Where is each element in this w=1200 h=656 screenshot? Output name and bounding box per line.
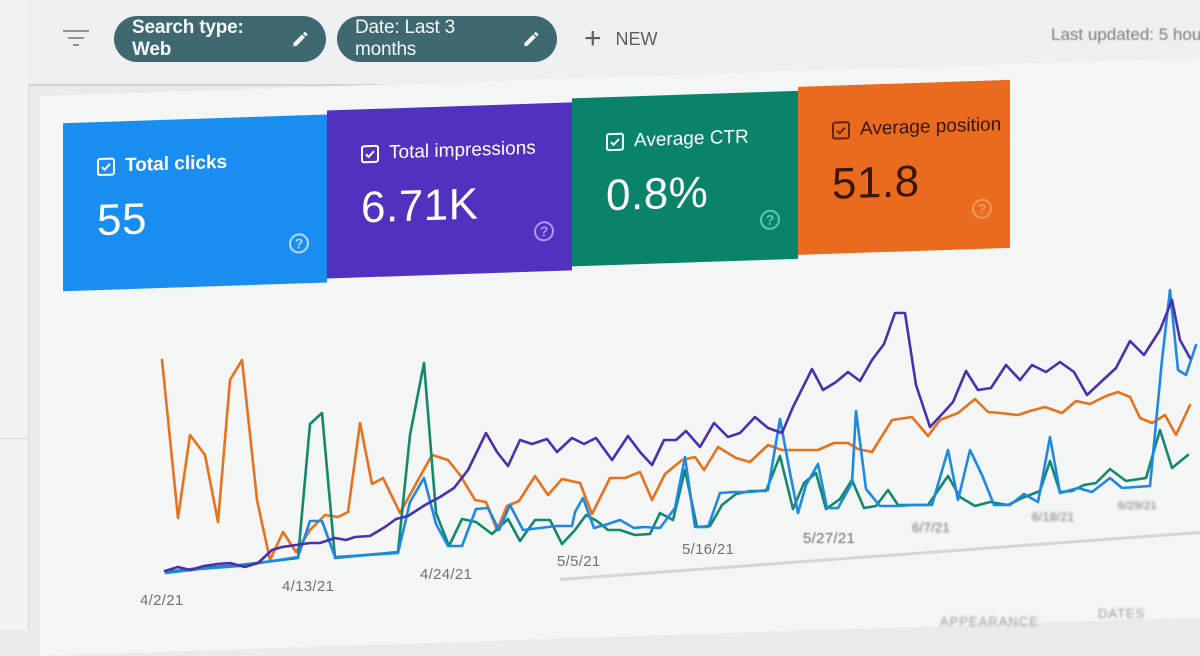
left-nav-gutter: [0, 0, 29, 630]
x-axis-tick-label: 5/27/21: [803, 530, 856, 547]
x-axis-tick-label: 4/13/21: [282, 578, 335, 595]
help-icon[interactable]: ?: [289, 233, 309, 254]
metric-cards: Total clicks 55 ? Total impressions 6.71…: [63, 79, 1010, 292]
last-updated-text: Last updated: 5 hour: [1051, 25, 1200, 44]
x-axis-tick-label: 5/16/21: [682, 541, 735, 558]
metric-label: Total impressions: [389, 137, 536, 164]
metric-label: Total clicks: [125, 151, 228, 177]
metric-card-average-ctr[interactable]: Average CTR 0.8% ?: [572, 90, 798, 267]
pencil-icon[interactable]: [291, 29, 310, 49]
checkbox-checked-icon[interactable]: [361, 144, 379, 164]
metric-card-total-clicks[interactable]: Total clicks 55 ?: [63, 114, 327, 292]
search-type-chip-label: Search type: Web: [132, 17, 244, 60]
table-column-header[interactable]: DATES: [1098, 606, 1146, 621]
nav-divider: [0, 438, 28, 439]
metric-card-average-position[interactable]: Average position 51.8 ?: [798, 79, 1010, 255]
filter-toolbar: Search type: Web Date: Last 3 months + N…: [28, 0, 1200, 86]
new-filter-label: NEW: [615, 28, 658, 49]
performance-panel: Total clicks 55 ? Total impressions 6.71…: [40, 56, 1200, 656]
new-filter-button[interactable]: + NEW: [584, 24, 658, 54]
help-icon[interactable]: ?: [760, 209, 780, 231]
date-range-chip[interactable]: Date: Last 3 months: [337, 16, 557, 62]
date-range-chip-label: Date: Last 3 months: [355, 17, 456, 60]
x-axis-tick-label: 4/24/21: [420, 566, 473, 583]
x-axis-tick-label: 4/2/21: [140, 592, 184, 609]
search-type-chip[interactable]: Search type: Web: [114, 16, 326, 62]
plus-icon: +: [584, 22, 602, 55]
checkbox-checked-icon[interactable]: [97, 157, 115, 177]
metric-card-total-impressions[interactable]: Total impressions 6.71K ?: [327, 102, 572, 279]
x-axis-tick-label: 6/29/21: [1118, 500, 1157, 512]
metric-label: Average position: [860, 114, 1002, 140]
checkbox-checked-icon[interactable]: [606, 132, 624, 152]
x-axis-tick-label: 5/5/21: [557, 553, 601, 570]
x-axis-tick-label: 6/18/21: [1032, 510, 1075, 524]
checkbox-checked-icon[interactable]: [832, 121, 850, 140]
table-column-header[interactable]: APPEARANCE: [940, 614, 1039, 629]
help-icon[interactable]: ?: [534, 220, 554, 242]
pencil-icon[interactable]: [522, 29, 541, 49]
filter-list-icon[interactable]: [61, 30, 91, 52]
help-icon[interactable]: ?: [972, 198, 992, 220]
x-axis-tick-label: 6/7/21: [912, 520, 950, 535]
metric-label: Average CTR: [634, 126, 749, 152]
